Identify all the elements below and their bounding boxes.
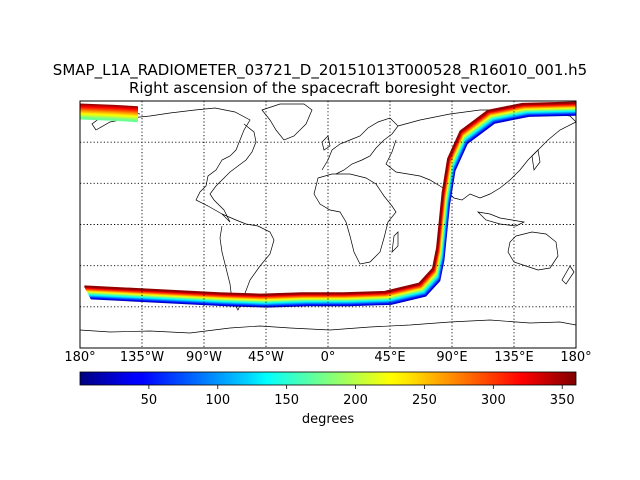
colorbar-label: degrees [301, 412, 355, 427]
lon-tick-label: 0° [320, 350, 336, 365]
coast-north-america [95, 107, 257, 223]
map-frame [79, 100, 577, 349]
colorbar-gradient [80, 372, 576, 385]
lon-tick-label: 45°E [374, 350, 406, 365]
lon-tick-label: 45°W [248, 350, 284, 365]
coastlines [80, 103, 576, 334]
colorbar [79, 371, 577, 389]
colorbar-tick-label: 150 [274, 393, 300, 408]
lon-tick-label: 180° [64, 350, 96, 365]
coast-antarctica [80, 319, 576, 334]
swath [80, 101, 576, 308]
graticule [80, 101, 576, 348]
colorbar-frame [79, 371, 577, 386]
coast-africa [313, 173, 397, 265]
swath-band [84, 101, 576, 296]
lon-tick-label: 135°E [494, 350, 534, 365]
coast-indonesia [476, 211, 526, 227]
lon-tick-label: 90°E [436, 350, 468, 365]
coast-australia [507, 231, 559, 271]
lon-tick-label: 180° [560, 350, 592, 365]
coast-new-zealand [561, 265, 575, 285]
colorbar-tick-label: 50 [140, 393, 158, 408]
figure-subtitle: Right ascension of the spacecraft boresi… [129, 79, 511, 97]
colorbar-tick-label: 250 [412, 393, 437, 408]
figure-title: SMAP_L1A_RADIOMETER_03721_D_20151013T000… [52, 61, 588, 79]
coast-europe [321, 117, 399, 175]
map-area [80, 101, 576, 348]
swath-band [80, 117, 138, 123]
coast-britain [321, 135, 331, 151]
colorbar-tick-label: 100 [205, 393, 231, 408]
coast-japan [531, 149, 541, 171]
lon-tick-label: 90°W [186, 350, 222, 365]
coast-greenland [261, 103, 313, 141]
coast-madagascar [391, 231, 399, 253]
coast-south-america [219, 213, 275, 311]
colorbar-tick-label: 300 [480, 393, 506, 408]
colorbar-tick-label: 350 [549, 393, 575, 408]
lon-tick-label: 135°W [119, 350, 165, 365]
colorbar-tick-label: 200 [343, 393, 368, 408]
